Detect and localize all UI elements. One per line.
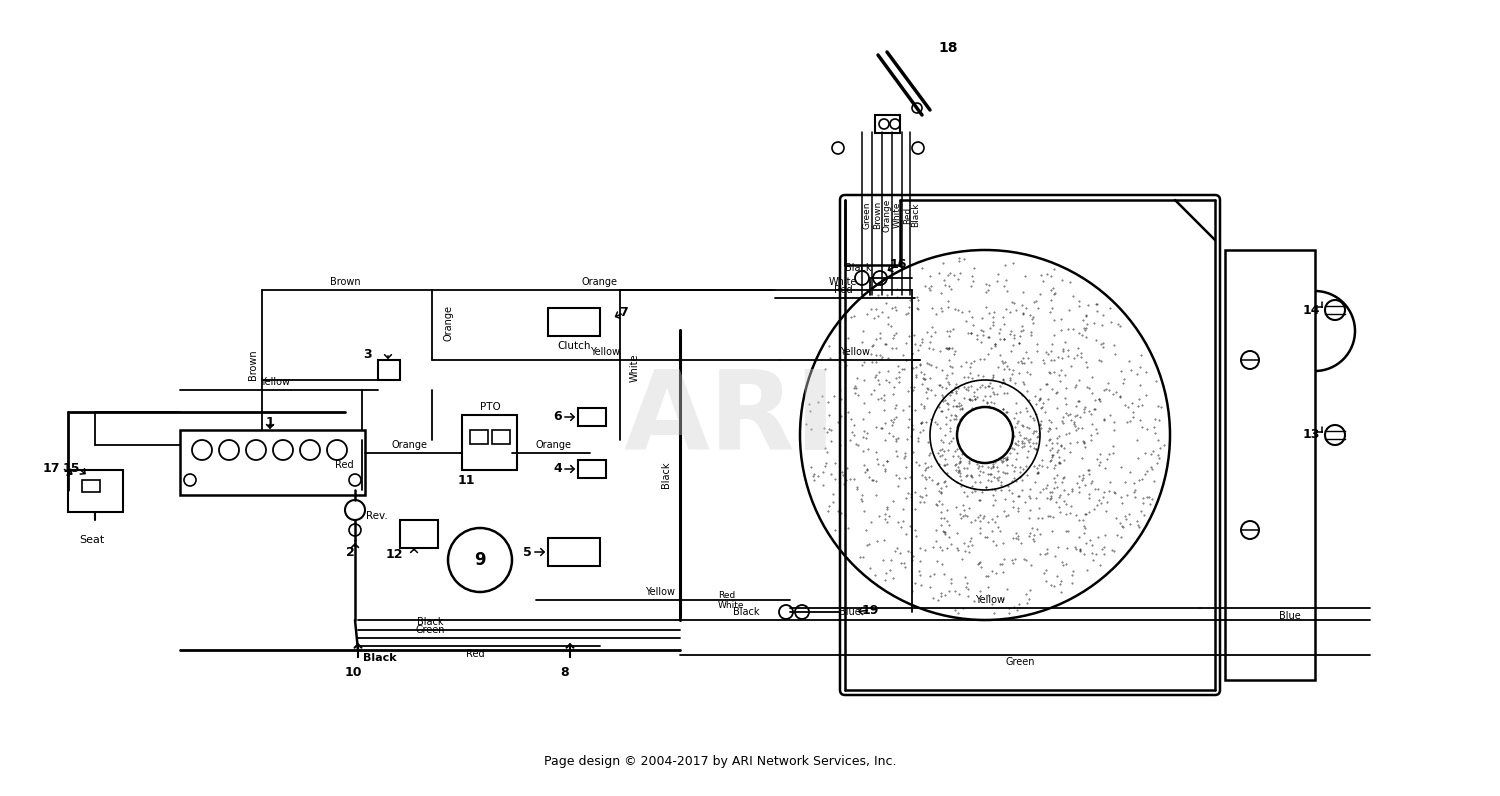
Bar — [400, 520, 438, 548]
Text: Black: Black — [363, 653, 398, 663]
Text: 11: 11 — [458, 474, 474, 486]
Text: 4: 4 — [554, 462, 562, 475]
Text: Blue: Blue — [839, 607, 861, 617]
Text: 13: 13 — [1302, 428, 1320, 442]
Text: White: White — [828, 277, 858, 287]
Text: 6: 6 — [554, 411, 562, 423]
Circle shape — [957, 407, 1012, 463]
Text: White: White — [718, 602, 744, 611]
Text: 7: 7 — [620, 306, 628, 319]
Text: Orange: Orange — [884, 198, 892, 232]
Text: PTO: PTO — [480, 402, 501, 412]
Text: White: White — [892, 201, 902, 228]
Text: Yellow: Yellow — [590, 347, 620, 357]
Text: Red: Red — [903, 206, 912, 224]
Text: Red: Red — [834, 285, 852, 295]
Text: Red: Red — [465, 649, 484, 659]
Text: Black: Black — [662, 462, 670, 488]
Text: White: White — [630, 353, 640, 382]
Text: Clutch: Clutch — [558, 341, 591, 351]
Text: 14: 14 — [1302, 303, 1320, 317]
Text: 10: 10 — [344, 665, 362, 678]
Text: 12: 12 — [386, 548, 402, 561]
Text: Yellow: Yellow — [840, 347, 870, 357]
Bar — [578, 460, 606, 478]
Bar — [492, 430, 510, 444]
Text: Black: Black — [417, 617, 444, 627]
Text: Yellow: Yellow — [260, 377, 290, 387]
Text: 3: 3 — [363, 348, 372, 361]
Text: Orange: Orange — [536, 440, 572, 450]
Text: Page design © 2004-2017 by ARI Network Services, Inc.: Page design © 2004-2017 by ARI Network S… — [543, 755, 897, 768]
Text: Orange: Orange — [442, 305, 453, 341]
Text: Rev.: Rev. — [366, 511, 388, 521]
Text: 1: 1 — [266, 416, 274, 428]
Text: Seat: Seat — [80, 535, 105, 545]
Text: Red: Red — [718, 591, 735, 600]
Text: Yellow: Yellow — [645, 587, 675, 597]
Bar — [462, 415, 518, 470]
Text: Brown: Brown — [248, 349, 258, 380]
Text: Green: Green — [1005, 657, 1035, 667]
Bar — [378, 360, 400, 380]
Text: 8: 8 — [561, 665, 570, 678]
Bar — [1226, 250, 1316, 680]
FancyBboxPatch shape — [840, 195, 1220, 695]
Text: ARI: ARI — [624, 366, 837, 474]
Bar — [82, 480, 100, 492]
Text: Green: Green — [862, 201, 871, 228]
Bar — [68, 470, 123, 512]
Text: 15: 15 — [63, 462, 80, 474]
Text: 16: 16 — [890, 259, 906, 271]
Text: Yellow: Yellow — [975, 595, 1005, 605]
Text: Green: Green — [416, 625, 444, 635]
Bar — [470, 430, 488, 444]
Text: Black: Black — [732, 607, 759, 617]
Text: Blue: Blue — [1280, 611, 1300, 621]
Bar — [578, 408, 606, 426]
Bar — [548, 308, 600, 336]
Text: 2: 2 — [345, 545, 354, 559]
Text: Red: Red — [336, 460, 354, 470]
Bar — [548, 538, 600, 566]
Text: Brown: Brown — [873, 201, 882, 229]
Text: 18: 18 — [939, 41, 957, 55]
Bar — [874, 115, 900, 133]
Text: Brown: Brown — [330, 277, 360, 287]
Text: 17: 17 — [42, 462, 60, 474]
Text: Orange: Orange — [582, 277, 618, 287]
Text: 19: 19 — [861, 603, 879, 616]
Text: Black: Black — [844, 263, 871, 273]
Text: Orange: Orange — [392, 440, 427, 450]
Text: Black: Black — [910, 203, 920, 227]
Bar — [180, 430, 364, 495]
Text: 5: 5 — [524, 545, 532, 559]
Text: 9: 9 — [474, 551, 486, 569]
